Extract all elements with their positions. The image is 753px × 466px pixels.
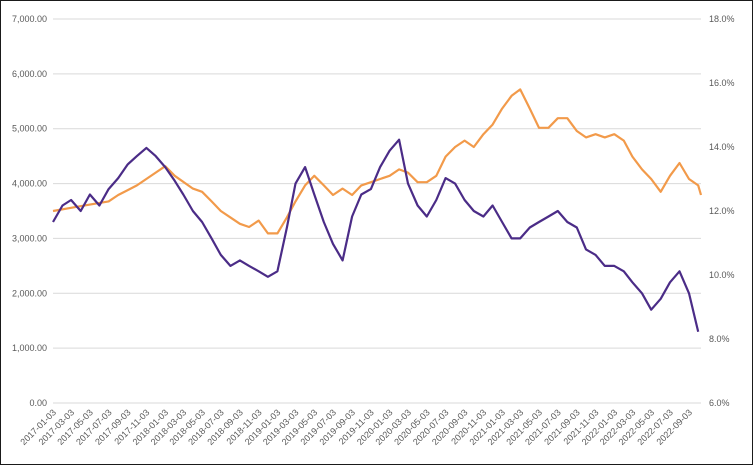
x-axis-ticks: 2017-01-032017-03-032017-05-032017-07-03… — [18, 407, 694, 447]
y2-tick-label: 16.0% — [709, 78, 735, 88]
y2-tick-label: 8.0% — [709, 334, 730, 344]
series-lines — [52, 88, 703, 332]
y-tick-label: 1,000.00 — [12, 343, 47, 353]
orange-series-line — [52, 88, 703, 235]
y-tick-label: 6,000.00 — [12, 69, 47, 79]
grid-lines — [53, 18, 701, 404]
y-tick-label: 5,000.00 — [12, 124, 47, 134]
y-tick-label: 3,000.00 — [12, 233, 47, 243]
y2-tick-label: 12.0% — [709, 206, 735, 216]
y2-tick-label: 10.0% — [709, 270, 735, 280]
y-tick-label: 7,000.00 — [12, 14, 47, 24]
y2-tick-label: 6.0% — [709, 398, 730, 408]
left-axis-ticks: 0.00 1,000.00 2,000.00 3,000.00 4,000.00 5,00… — [12, 14, 47, 408]
y-tick-label: 4,000.00 — [12, 179, 47, 189]
right-axis-ticks: 6.0% 8.0% 10.0% 12.0% 14.0% 16.0% 18.0% — [709, 14, 735, 408]
y2-tick-label: 14.0% — [709, 142, 735, 152]
y-tick-label: 2,000.00 — [12, 288, 47, 298]
y-tick-label: 0.00 — [29, 398, 47, 408]
purple-series-line — [52, 138, 700, 332]
y2-tick-label: 18.0% — [709, 14, 735, 24]
